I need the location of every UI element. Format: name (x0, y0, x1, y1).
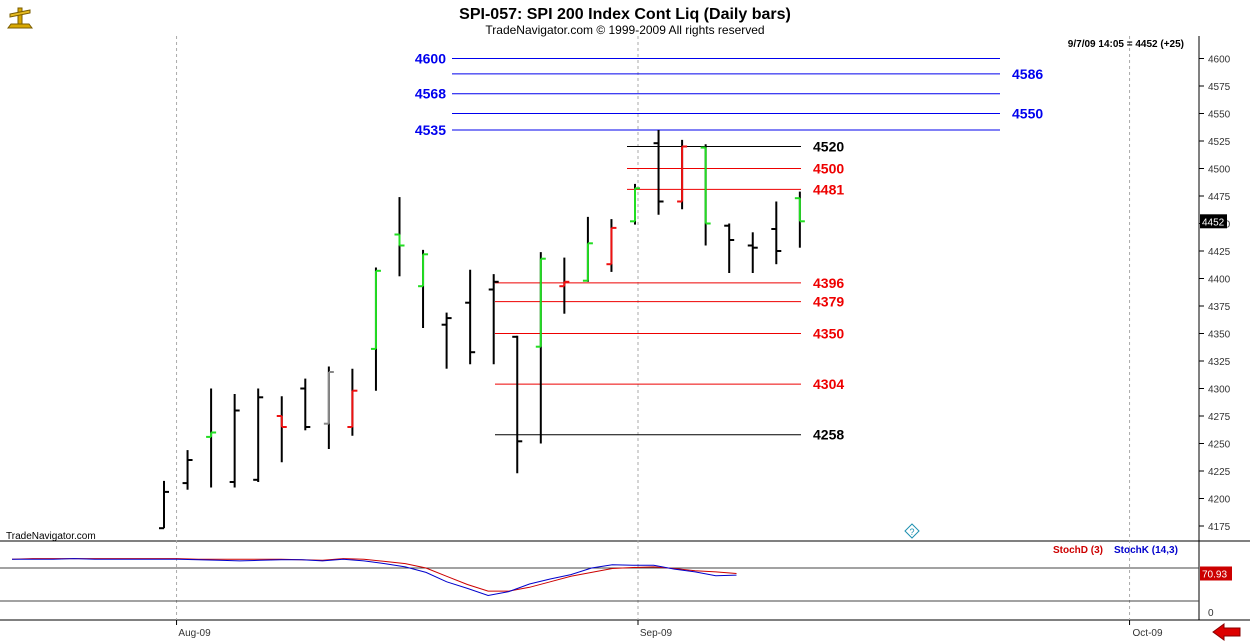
y-tick-label: 4475 (1208, 192, 1231, 203)
last-price-box (1200, 214, 1227, 229)
stoch-series-line (11, 558, 737, 592)
y-tick-label: 4375 (1208, 302, 1231, 313)
stochastic-pane: 0 StochD (3) StochK (14,3) 70.93 (0, 545, 1232, 619)
x-tick-label: Oct-09 (1133, 628, 1163, 639)
level-label: 4568 (415, 86, 446, 102)
ohlc-bar (229, 394, 240, 488)
level-label: 4350 (813, 326, 844, 342)
ohlc-bar (582, 216, 593, 282)
ohlc-bar (300, 378, 311, 431)
ohlc-bar (747, 232, 758, 273)
ohlc-bars (159, 130, 805, 530)
ohlc-bar (559, 257, 570, 314)
stoch-series-line (12, 558, 737, 597)
chart-title: SPI-057: SPI 200 Index Cont Liq (Daily b… (459, 6, 791, 23)
level-label: 4379 (813, 294, 844, 310)
help-icon[interactable]: ? (904, 523, 920, 539)
stoch-legend-d: StochD (3) (1053, 545, 1103, 556)
ohlc-bar (771, 201, 782, 265)
ohlc-bar (182, 450, 193, 490)
ohlc-bar (253, 388, 264, 482)
ohlc-bar (630, 183, 640, 225)
y-tick-label: 4275 (1208, 412, 1231, 423)
stoch-last-box (1200, 566, 1232, 581)
stoch-legend-k: StochK (14,3) (1114, 545, 1178, 556)
x-tick-label: Sep-09 (640, 628, 673, 639)
y-tick-label: 4225 (1208, 467, 1231, 478)
ohlc-bar (159, 480, 169, 530)
y-axis-ticks: 4175 4200 4225 4250 4275 4300 4325 4350 4375 4400… (1199, 55, 1231, 533)
y-tick-label: 4325 (1208, 357, 1231, 368)
level-label: 4586 (1012, 66, 1043, 82)
ohlc-bar (488, 274, 499, 365)
x-tick-label: Aug-09 (178, 628, 211, 639)
ohlc-bar (700, 144, 711, 246)
level-label: 4396 (813, 275, 844, 291)
stoch-y-tick-label: 0 (1208, 608, 1214, 619)
y-tick-label: 4500 (1208, 165, 1231, 176)
y-tick-label: 4300 (1208, 385, 1231, 396)
ohlc-bar (606, 219, 617, 272)
ohlc-bar (441, 312, 452, 369)
y-tick-label: 4350 (1208, 330, 1231, 341)
ohlc-bar (512, 335, 523, 474)
watermark: TradeNavigator.com (6, 531, 96, 542)
y-tick-label: 4525 (1208, 137, 1231, 148)
y-tick-label: 4250 (1208, 440, 1231, 451)
ohlc-bar (206, 388, 217, 488)
help-glyph: ? (909, 527, 914, 537)
ohlc-bar (394, 197, 405, 277)
y-tick-label: 4175 (1208, 522, 1231, 533)
level-label: 4500 (813, 161, 844, 177)
last-price-label: 4452 (1202, 217, 1225, 228)
y-tick-label: 4200 (1208, 495, 1231, 506)
level-label: 4520 (813, 139, 844, 155)
ohlc-bar (370, 267, 381, 391)
grid (176, 36, 1131, 620)
y-tick-label: 4400 (1208, 275, 1231, 286)
ohlc-bar (347, 368, 358, 436)
ohlc-bar (276, 396, 287, 463)
ohlc-bar (794, 191, 805, 248)
ohlc-bar (418, 249, 429, 328)
ohlc-bar (323, 366, 334, 449)
x-axis-ticks: Aug-09 Sep-09 Oct-09 (176, 620, 1163, 639)
y-tick-label: 4600 (1208, 55, 1231, 66)
y-tick-label: 4575 (1208, 82, 1231, 93)
y-tick-label: 4550 (1208, 110, 1231, 121)
stoch-last-label: 70.93 (1202, 570, 1227, 581)
ohlc-bar (535, 252, 546, 444)
level-label: 4535 (415, 122, 446, 138)
ohlc-bar (724, 223, 735, 273)
level-label: 4258 (813, 427, 844, 443)
price-levels: 4600 4586 4568 4550 4535 4520 4500 4481 4396 4379… (415, 51, 1044, 443)
level-label: 4481 (813, 181, 844, 197)
level-label: 4304 (813, 376, 844, 392)
ohlc-bar (653, 130, 664, 215)
quote-readout: 9/7/09 14:05 = 4452 (+25) (1068, 39, 1184, 50)
copyright-subtitle: TradeNavigator.com © 1999-2009 All right… (485, 23, 764, 37)
ohlc-bar (677, 139, 688, 210)
level-label: 4550 (1012, 106, 1043, 122)
scroll-left-arrow-icon[interactable] (1212, 623, 1241, 641)
level-label: 4600 (415, 51, 446, 67)
y-tick-label: 4425 (1208, 247, 1231, 258)
logo-icon[interactable] (4, 4, 36, 34)
ohlc-bar (465, 269, 476, 365)
